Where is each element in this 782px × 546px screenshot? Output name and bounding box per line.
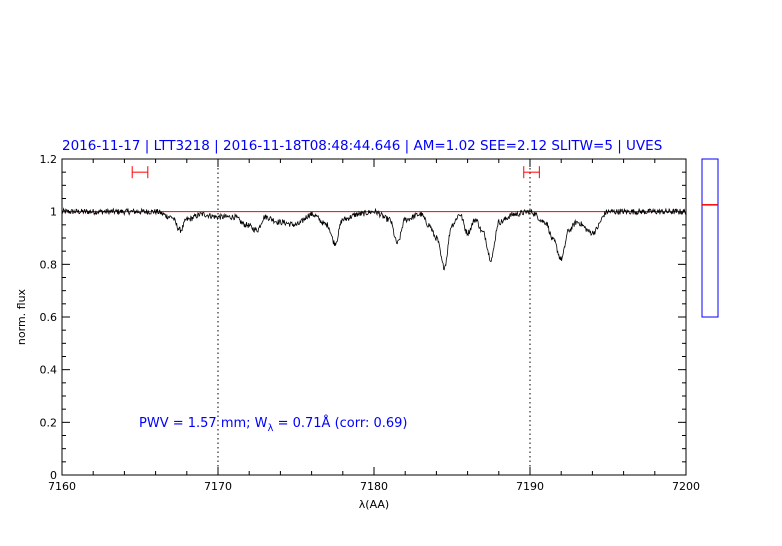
spectrum-line bbox=[61, 207, 686, 271]
pwv-annotation-prefix: PWV = 1.57 mm; W bbox=[139, 416, 268, 431]
side-gauge-box bbox=[701, 158, 719, 318]
chart-title: 2016-11-17 | LTT3218 | 2016-11-18T08:48:… bbox=[62, 138, 662, 154]
y-tick-label: 0.6 bbox=[40, 311, 58, 324]
y-tick-label: 1.2 bbox=[40, 153, 58, 166]
x-tick-label: 7180 bbox=[360, 480, 388, 493]
pwv-annotation: PWV = 1.57 mm; Wλ = 0.71Å (corr: 0.69) bbox=[139, 415, 408, 434]
x-tick-label: 7200 bbox=[672, 480, 700, 493]
x-tick-label: 7170 bbox=[204, 480, 232, 493]
y-tick-label: 0.2 bbox=[40, 416, 58, 429]
y-tick-label: 0.8 bbox=[40, 258, 58, 271]
x-tick-label: 7190 bbox=[516, 480, 544, 493]
y-axis-label: norm. flux bbox=[15, 288, 28, 345]
x-axis-label: λ(AA) bbox=[359, 498, 389, 511]
plot-area: 7160 7170 7180 7190 7200 0 0.2 0.4 0.6 0.8 1 1.2 bbox=[40, 153, 719, 493]
pwv-annotation-subscript: λ bbox=[268, 423, 274, 434]
y-tick-label: 1 bbox=[50, 206, 57, 219]
y-tick-label: 0 bbox=[50, 469, 57, 482]
x-tick-label: 7160 bbox=[48, 480, 76, 493]
pwv-annotation-suffix: = 0.71Å (corr: 0.69) bbox=[273, 415, 407, 431]
y-tick-label: 0.4 bbox=[40, 364, 58, 377]
